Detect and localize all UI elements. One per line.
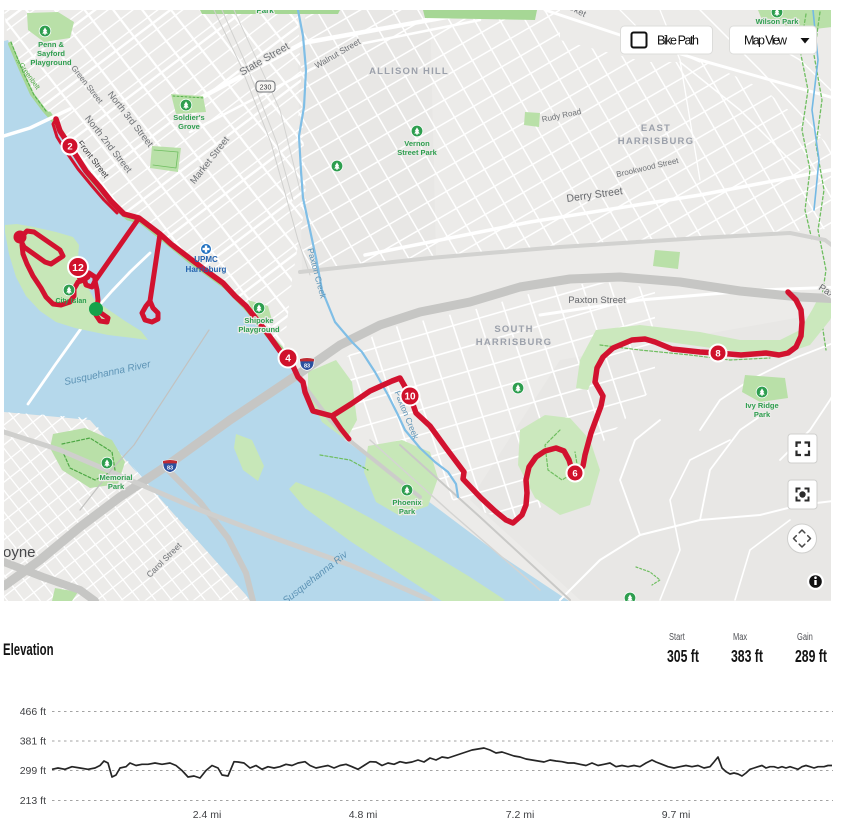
svg-text:12: 12 bbox=[72, 262, 84, 274]
svg-text:Memorial: Memorial bbox=[100, 473, 133, 482]
svg-text:Soldier's: Soldier's bbox=[173, 113, 204, 122]
svg-text:230: 230 bbox=[260, 85, 272, 92]
svg-text:Street Park: Street Park bbox=[397, 148, 437, 157]
svg-text:Vernon: Vernon bbox=[404, 139, 430, 148]
svg-text:Harrisburg: Harrisburg bbox=[186, 265, 227, 274]
svg-text:Start: Start bbox=[669, 631, 685, 642]
svg-text:Ivy Ridge: Ivy Ridge bbox=[745, 401, 778, 410]
svg-text:4.8 mi: 4.8 mi bbox=[349, 809, 378, 821]
svg-text:299 ft: 299 ft bbox=[20, 765, 46, 777]
svg-text:9.7 mi: 9.7 mi bbox=[662, 809, 691, 821]
svg-text:7.2 mi: 7.2 mi bbox=[506, 809, 535, 821]
svg-text:Penn &: Penn & bbox=[38, 40, 64, 49]
svg-text:ALLISON HILL: ALLISON HILL bbox=[369, 66, 449, 77]
svg-text:2.4 mi: 2.4 mi bbox=[193, 809, 222, 821]
svg-text:Gain: Gain bbox=[797, 631, 813, 642]
svg-text:Park: Park bbox=[256, 6, 274, 15]
svg-text:SOUTH: SOUTH bbox=[494, 324, 533, 335]
svg-text:Park: Park bbox=[399, 507, 416, 516]
svg-text:383 ft: 383 ft bbox=[731, 647, 763, 667]
svg-text:Shipoke: Shipoke bbox=[244, 316, 273, 325]
svg-text:289 ft: 289 ft bbox=[795, 647, 827, 667]
svg-text:oyne: oyne bbox=[3, 544, 36, 561]
svg-text:Grove: Grove bbox=[178, 122, 200, 131]
svg-text:Max: Max bbox=[733, 631, 748, 642]
svg-text:HARRISBURG: HARRISBURG bbox=[476, 337, 552, 348]
svg-text:HARRISBURG: HARRISBURG bbox=[618, 136, 694, 147]
svg-text:Park: Park bbox=[108, 482, 125, 491]
svg-text:Bike Path: Bike Path bbox=[657, 34, 699, 48]
svg-text:UPMC: UPMC bbox=[194, 255, 218, 264]
svg-text:6: 6 bbox=[572, 468, 577, 479]
svg-text:466 ft: 466 ft bbox=[20, 706, 46, 718]
svg-text:Playground: Playground bbox=[238, 325, 280, 334]
svg-text:2: 2 bbox=[67, 141, 72, 152]
svg-text:Paxton Street: Paxton Street bbox=[568, 295, 626, 306]
svg-text:8: 8 bbox=[715, 348, 720, 359]
svg-text:305 ft: 305 ft bbox=[667, 647, 699, 667]
svg-text:4: 4 bbox=[285, 354, 291, 365]
svg-text:213 ft: 213 ft bbox=[20, 795, 46, 807]
svg-text:381 ft: 381 ft bbox=[20, 736, 46, 748]
svg-text:Sayford: Sayford bbox=[37, 49, 65, 58]
svg-text:Park: Park bbox=[754, 410, 771, 419]
svg-text:Playground: Playground bbox=[30, 58, 72, 67]
svg-text:EAST: EAST bbox=[641, 123, 671, 134]
svg-text:City Islan: City Islan bbox=[55, 298, 86, 305]
svg-text:Phoenix: Phoenix bbox=[392, 498, 422, 507]
svg-text:83: 83 bbox=[167, 466, 173, 472]
svg-text:Elevation: Elevation bbox=[3, 641, 54, 660]
svg-text:10: 10 bbox=[404, 392, 416, 403]
svg-text:Wilson Park: Wilson Park bbox=[756, 17, 800, 26]
svg-text:83: 83 bbox=[304, 364, 310, 370]
svg-text:Map View: Map View bbox=[744, 34, 788, 48]
